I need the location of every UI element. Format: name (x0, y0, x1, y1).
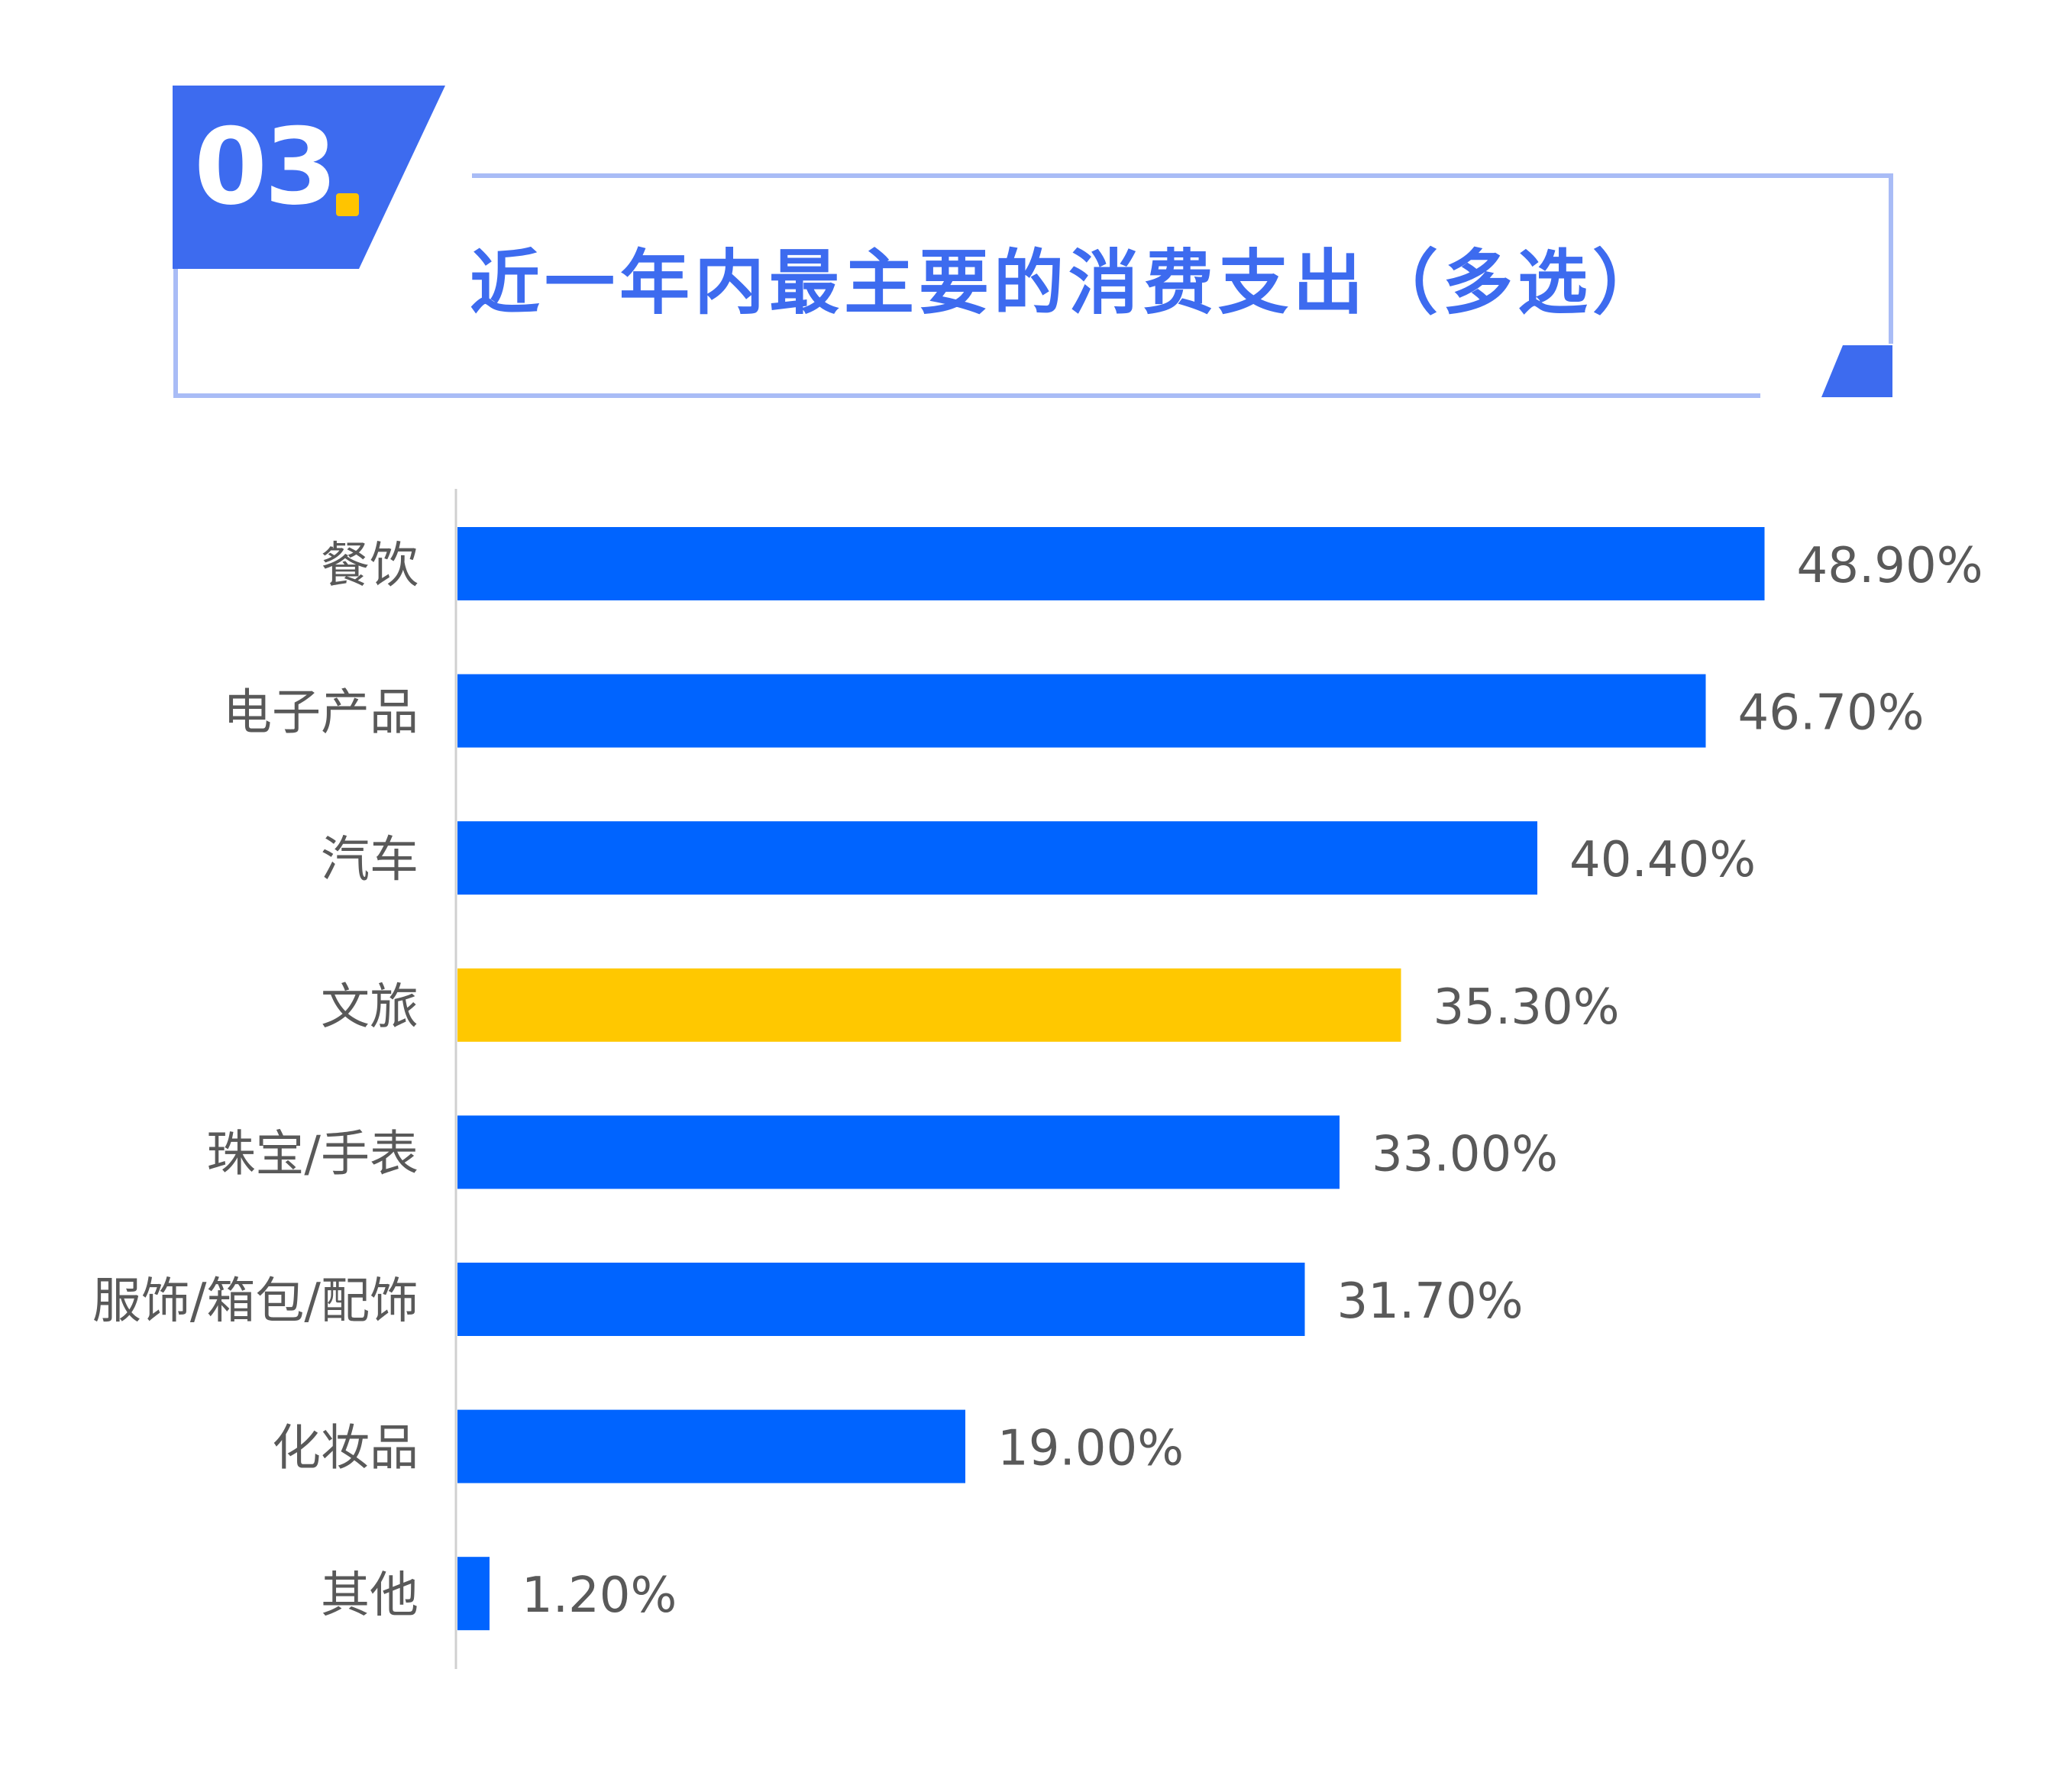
category-label-5: 服饰/箱包/配饰 (92, 1273, 419, 1330)
bar-0 (457, 527, 1765, 600)
frame-bottom-left-line (173, 260, 1760, 398)
category-label-3: 文旅 (321, 979, 419, 1036)
category-label-2: 汽车 (321, 832, 419, 888)
section-number: 03 (194, 105, 338, 228)
section-number-dot (336, 193, 359, 216)
frame-top-right-line (472, 173, 1893, 344)
category-label-0: 餐饮 (321, 538, 419, 594)
bar-chart: 餐饮 48.90% 电子产品 46.70% 汽车 40.40% 文旅 35.30% 珠宝/手表 3… (92, 489, 1983, 1669)
value-label-2: 40.40% (1569, 832, 1756, 888)
value-label-3: 35.30% (1433, 979, 1620, 1036)
value-label-5: 31.70% (1337, 1273, 1524, 1330)
bar-7 (457, 1557, 490, 1631)
bar-3 (457, 968, 1401, 1042)
bar-5 (457, 1263, 1305, 1336)
value-label-1: 46.70% (1738, 685, 1925, 742)
value-label-6: 19.00% (997, 1421, 1184, 1477)
category-label-6: 化妆品 (272, 1421, 419, 1477)
corner-accent-shape (1821, 345, 1892, 397)
bar-group: 餐饮 48.90% 电子产品 46.70% 汽车 40.40% 文旅 35.30% 珠宝/手表 3… (92, 527, 1983, 1631)
bar-6 (457, 1409, 965, 1483)
category-label-4: 珠宝/手表 (206, 1126, 419, 1182)
category-label-1: 电子产品 (223, 685, 419, 742)
value-label-7: 1.20% (522, 1567, 677, 1624)
category-label-7: 其他 (321, 1567, 419, 1624)
page-title: 近一年内最主要的消费支出（多选） (470, 242, 1668, 324)
header: 03 近一年内最主要的消费支出（多选） (0, 0, 2062, 428)
number-badge-shape (173, 86, 445, 269)
bar-4 (457, 1115, 1340, 1189)
value-label-0: 48.90% (1797, 538, 1983, 594)
bar-2 (457, 821, 1537, 895)
value-label-4: 33.00% (1372, 1126, 1558, 1182)
bar-1 (457, 674, 1706, 748)
header-frame (173, 86, 1893, 398)
